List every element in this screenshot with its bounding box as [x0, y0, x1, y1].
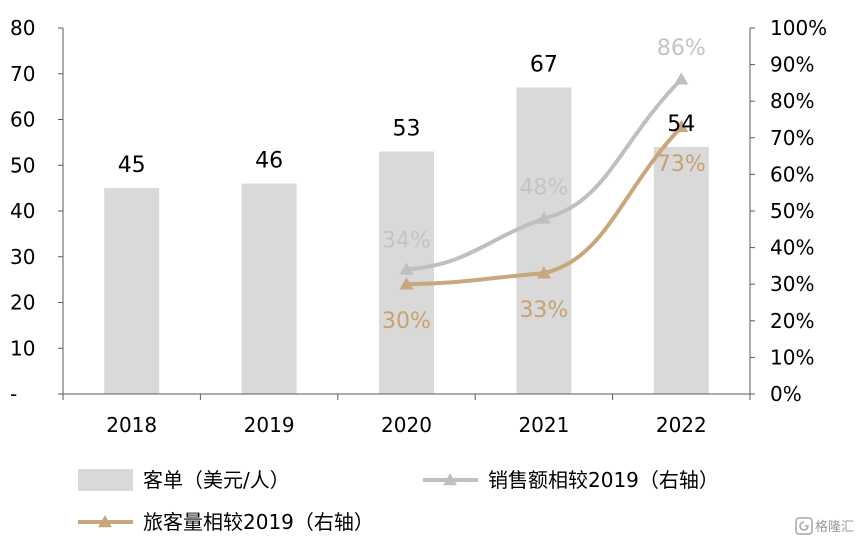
- axes-layer: - 10 20 30 40 50 60 70 80 0% 10% 20% 30% 40% 50% 60% 70%…: [10, 16, 827, 437]
- legend-bar-label: 客单（美元/人）: [143, 468, 290, 492]
- legend-line-label-2: 旅客量相较2019（右轴）: [143, 510, 374, 534]
- line-value-label: 30%: [382, 309, 431, 334]
- line-value-label: 34%: [382, 229, 431, 254]
- series-line-2: [406, 125, 683, 287]
- left-tick-label: 80: [10, 16, 35, 40]
- watermark-text: 格隆汇: [815, 519, 854, 535]
- right-tick-label: 80%: [770, 89, 814, 113]
- series-marker: [536, 266, 551, 279]
- left-tick-label: 70: [10, 62, 35, 86]
- left-tick-label: 10: [10, 336, 35, 360]
- right-tick-label: 20%: [770, 309, 814, 333]
- series-marker: [536, 211, 551, 224]
- lines-layer: [399, 72, 689, 290]
- bars-layer: [104, 87, 709, 394]
- left-tick-label: -: [10, 382, 17, 406]
- watermark-logo-icon: [795, 517, 813, 535]
- right-tick-label: 50%: [770, 199, 814, 223]
- legend-marker-1: [443, 473, 457, 486]
- series-marker: [399, 262, 414, 275]
- legend: 客单（美元/人） 销售额相较2019（右轴） 旅客量相较2019（右轴）: [78, 468, 719, 534]
- bar-value-label: 67: [530, 52, 558, 77]
- right-tick-label: 40%: [770, 236, 814, 260]
- line-value-label: 86%: [657, 36, 706, 61]
- series-marker: [399, 277, 414, 290]
- x-tick-label: 2018: [106, 413, 157, 437]
- left-tick-label: 20: [10, 291, 35, 315]
- line-value-label: 33%: [519, 298, 568, 323]
- x-tick-label: 2019: [244, 413, 295, 437]
- x-tick-label: 2020: [381, 413, 432, 437]
- right-tick-label: 10%: [770, 345, 814, 369]
- line-value-label: 48%: [519, 175, 568, 200]
- right-tick-label: 60%: [770, 162, 814, 186]
- legend-marker-2: [98, 515, 112, 528]
- bar-2022: [653, 146, 709, 394]
- right-tick-label: 70%: [770, 126, 814, 150]
- bar-2019: [241, 183, 297, 394]
- right-tick-label: 90%: [770, 53, 814, 77]
- legend-bar-swatch: [78, 469, 133, 491]
- legend-line-label-1: 销售额相较2019（右轴）: [488, 468, 719, 492]
- left-tick-label: 50: [10, 153, 35, 177]
- right-tick-label: 0%: [770, 382, 802, 406]
- right-tick-label: 100%: [770, 16, 827, 40]
- bar-value-label: 46: [255, 149, 283, 174]
- left-tick-label: 60: [10, 108, 35, 132]
- x-tick-label: 2021: [518, 413, 569, 437]
- bar-2018: [104, 188, 160, 394]
- right-tick-label: 30%: [770, 272, 814, 296]
- bar-2021: [516, 87, 572, 394]
- series-marker: [674, 72, 689, 85]
- line-value-label: 73%: [657, 152, 706, 177]
- bar-value-label: 54: [667, 112, 695, 137]
- watermark: 格隆汇: [795, 517, 854, 535]
- left-tick-label: 30: [10, 245, 35, 269]
- bar-value-label: 53: [393, 117, 421, 142]
- labels-layer: 45 46 53 67 54 34% 48% 86% 30% 33% 73%: [118, 36, 706, 334]
- left-tick-label: 40: [10, 199, 35, 223]
- series-marker: [674, 119, 689, 133]
- bar-value-label: 45: [118, 153, 146, 178]
- x-tick-label: 2022: [656, 413, 707, 437]
